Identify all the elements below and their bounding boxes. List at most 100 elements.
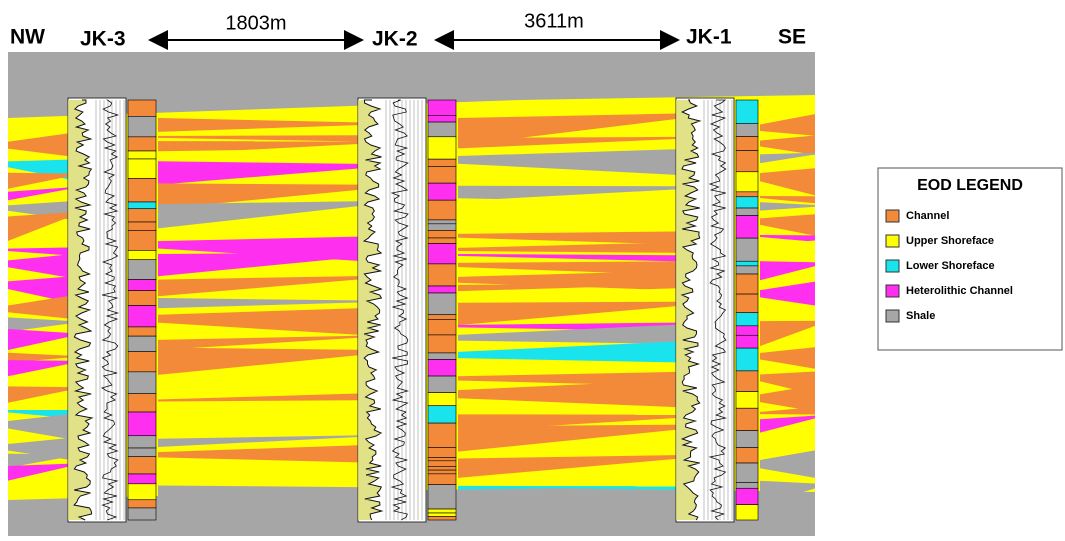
lithology-bed <box>428 376 456 393</box>
well-label: JK-1 <box>686 26 732 49</box>
lithology-bed <box>128 280 156 291</box>
lithology-bed <box>736 482 758 488</box>
lithology-bed <box>128 151 156 159</box>
lithology-bed <box>736 216 758 239</box>
lithology-bed <box>128 508 156 520</box>
lithology-bed <box>428 359 456 376</box>
lithology-bed <box>428 200 456 220</box>
lithology-bed <box>736 274 758 294</box>
legend-label: Upper Shoreface <box>906 235 994 247</box>
lithology-bed <box>128 500 156 508</box>
well-label: JK-3 <box>80 28 126 51</box>
lithology-bed <box>428 466 456 470</box>
lithology-bed <box>428 293 456 315</box>
lithology-bed <box>128 100 156 116</box>
lithology-bed <box>128 178 156 202</box>
distance-label: 3611m <box>524 10 584 32</box>
lithology-bed <box>128 159 156 178</box>
lithology-bed <box>128 372 156 394</box>
lithology-bed <box>736 431 758 448</box>
lithology-bed <box>736 238 758 261</box>
lithology-bed <box>428 335 456 353</box>
lithology-bed <box>428 183 456 200</box>
lithology-bed <box>428 238 456 244</box>
lithology-bed <box>736 124 758 137</box>
lithology-bed <box>128 412 156 436</box>
legend-swatch <box>886 210 899 222</box>
legend-swatch <box>886 285 899 297</box>
lithology-bed <box>128 474 156 484</box>
legend-label: Channel <box>906 210 949 222</box>
lithology-bed <box>428 230 456 238</box>
lithology-bed <box>428 474 456 485</box>
lithology-bed <box>428 224 456 231</box>
lithology-bed <box>428 319 456 335</box>
lithology-bed <box>128 484 156 500</box>
lithology-bed <box>428 220 456 224</box>
lithology-bed <box>736 151 758 172</box>
lithology-bed <box>128 457 156 474</box>
lithology-bed <box>128 291 156 306</box>
lithology-bed <box>736 261 758 266</box>
lithology-bed <box>428 137 456 159</box>
lithology-bed <box>736 371 758 392</box>
lithology-bed <box>428 286 456 293</box>
lithology-bed <box>428 517 456 520</box>
lithology-bed <box>428 315 456 320</box>
distance-label: 1803m <box>225 12 286 34</box>
lithology-bed <box>428 457 456 460</box>
lithology-bed <box>128 352 156 372</box>
lithology-bed <box>428 115 456 122</box>
lithology-bed <box>736 313 758 326</box>
lithology-bed <box>428 159 456 166</box>
lithology-bed <box>736 392 758 409</box>
lithology-bed <box>128 394 156 412</box>
lithology-bed <box>128 202 156 209</box>
lithology-bed <box>736 197 758 208</box>
legend-label: Lower Shoreface <box>906 260 995 272</box>
lithology-bed <box>428 122 456 137</box>
lithology-bed <box>736 448 758 463</box>
lithology-bed <box>736 408 758 430</box>
legend-title: EOD LEGEND <box>917 177 1023 194</box>
lithology-bed <box>128 306 156 327</box>
lithology-bed <box>736 335 758 348</box>
legend-swatch <box>886 235 899 247</box>
lithology-bed <box>128 230 156 250</box>
legend: EOD LEGEND Channel Upper Shoreface Lower S… <box>878 168 1062 350</box>
lithology-bed <box>428 393 456 406</box>
lithology-bed <box>736 172 758 192</box>
lithology-bed <box>128 116 156 137</box>
lithology-bed <box>736 136 758 150</box>
lithology-bed <box>128 222 156 230</box>
lithology-bed <box>128 137 156 151</box>
legend-label: Heterolithic Channel <box>906 285 1013 297</box>
well-label: JK-2 <box>372 28 418 51</box>
lithology-bed <box>736 505 758 520</box>
lithology-bed <box>428 423 456 448</box>
nw-label: NW <box>10 26 45 49</box>
cross-section: NW SE JK-3 JK-2 JK-1 1803m 3611m EOD LEG… <box>0 0 1065 536</box>
lithology-bed <box>128 336 156 352</box>
lithology-bed <box>736 488 758 504</box>
lithology-bed <box>428 166 456 183</box>
lithology-bed <box>428 509 456 513</box>
lithology-bed <box>128 327 156 336</box>
legend-swatch <box>886 310 899 322</box>
lithology-bed <box>736 348 758 371</box>
lithology-bed <box>128 436 156 448</box>
lithology-bed <box>128 260 156 280</box>
lithology-bed <box>736 463 758 482</box>
lithology-bed <box>428 353 456 360</box>
lithology-bed <box>736 192 758 197</box>
lithology-bed <box>736 100 758 124</box>
lithology-bed <box>428 406 456 423</box>
lithology-bed <box>128 209 156 222</box>
se-label: SE <box>778 26 806 49</box>
lithology-bed <box>128 250 156 259</box>
lithology-bed <box>428 264 456 286</box>
legend-swatch <box>886 260 899 272</box>
lithology-bed <box>736 208 758 216</box>
lithology-bed <box>736 294 758 313</box>
lithology-bed <box>428 100 456 115</box>
